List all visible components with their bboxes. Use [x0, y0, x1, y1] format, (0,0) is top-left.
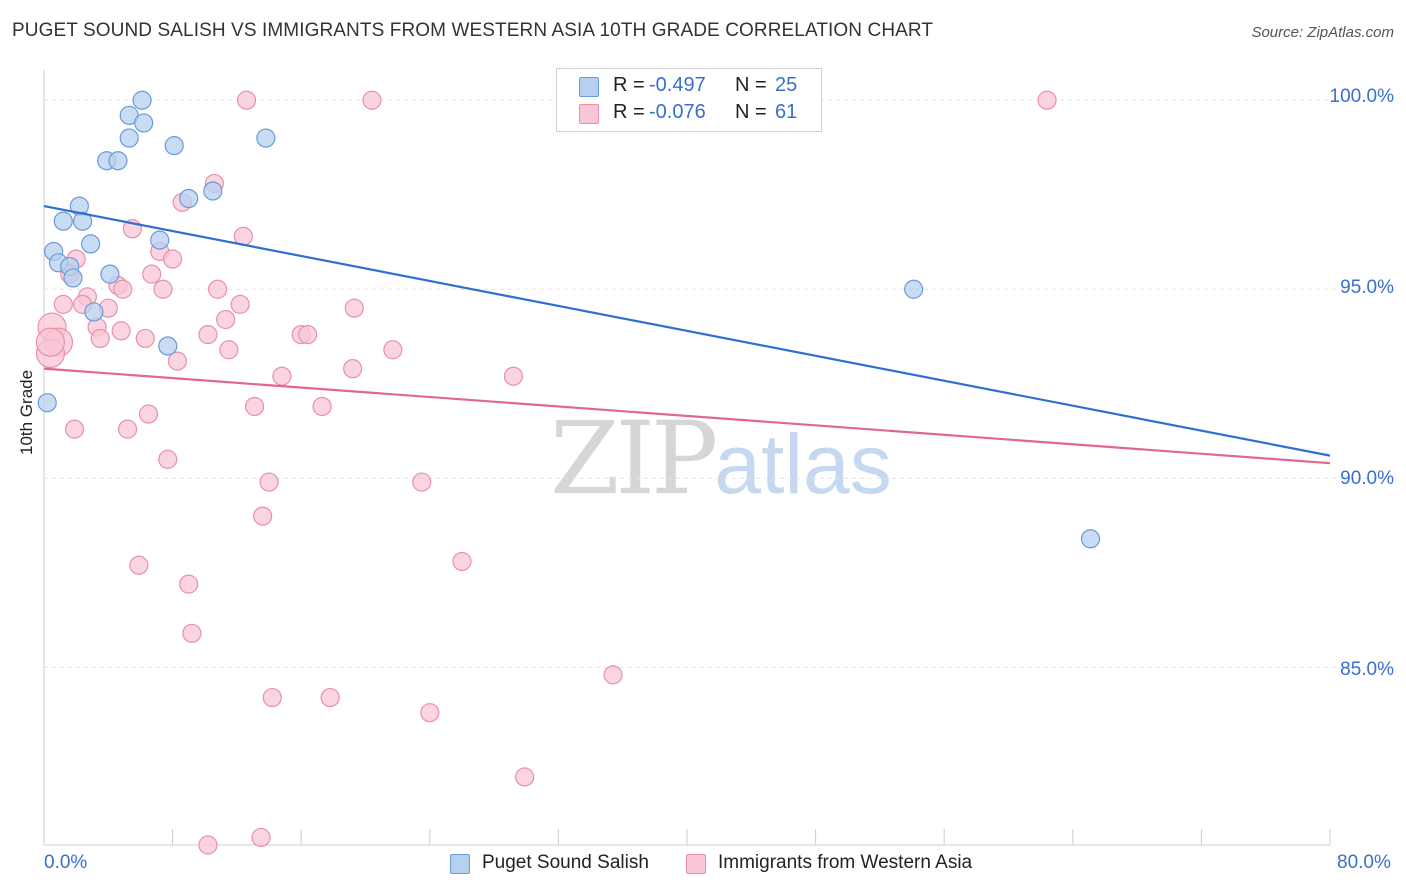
point-western-asia-21: [230, 294, 250, 314]
point-puget-14: [81, 234, 101, 254]
point-western-asia-58: [251, 827, 271, 848]
legend-n-value: 25: [775, 74, 798, 96]
legend-r-value: -0.497: [649, 74, 706, 96]
legend-swatch-pink: [579, 104, 599, 124]
point-western-asia-45: [158, 449, 178, 469]
point-western-asia-23: [216, 309, 236, 330]
point-western-asia-53: [603, 665, 623, 685]
point-puget-24: [1080, 529, 1101, 549]
point-western-asia-55: [320, 687, 340, 708]
point-western-asia-15: [208, 279, 228, 299]
point-western-asia-3: [1037, 90, 1057, 110]
point-puget-22: [37, 393, 57, 413]
stats-legend: R = -0.497 N = 25 R = -0.076 N = 61: [556, 68, 822, 132]
point-puget-8: [203, 181, 223, 201]
point-western-asia-43: [64, 419, 85, 439]
point-western-asia-9: [163, 249, 183, 269]
y-tick-label-85: 85.0%: [1340, 659, 1394, 680]
point-western-asia-59: [198, 835, 218, 855]
point-western-asia-12: [142, 264, 162, 284]
point-western-asia-50: [129, 555, 149, 575]
point-western-asia-40: [244, 396, 265, 417]
point-western-asia-14: [153, 279, 173, 299]
y-tick-label-100: 100.0%: [1329, 86, 1394, 107]
point-puget-13: [150, 230, 170, 250]
point-western-asia-34: [383, 340, 403, 360]
x-tick-label-max: 80.0%: [1337, 852, 1391, 873]
legend-label-western-asia: Immigrants from Western Asia: [718, 852, 973, 873]
legend-swatch-blue: [579, 77, 599, 97]
trend-line-puget: [43, 205, 1331, 457]
point-western-asia-39: [503, 366, 523, 386]
point-western-asia-49: [452, 551, 472, 572]
point-western-asia-17: [113, 279, 133, 299]
point-puget-18: [63, 268, 83, 288]
point-western-asia-46: [259, 472, 279, 492]
legend-n-label: N =: [735, 101, 767, 123]
y-tick-label-95: 95.0%: [1340, 277, 1394, 298]
point-western-asia-25: [111, 321, 131, 341]
y-tick-label-90: 90.0%: [1340, 468, 1394, 489]
point-western-asia-41: [312, 396, 332, 417]
point-western-asia-42: [138, 404, 159, 424]
source-label: Source: ZipAtlas.com: [1251, 24, 1394, 41]
point-western-asia-54: [262, 687, 282, 708]
legend-r-label: R =: [613, 101, 645, 123]
point-puget-9: [179, 188, 199, 209]
point-puget-4: [164, 136, 184, 156]
point-puget-5: [256, 128, 276, 148]
x-tick-label-min: 0.0%: [44, 852, 88, 873]
trend-line-western-asia: [43, 367, 1331, 465]
point-western-asia-31: [298, 325, 318, 345]
point-western-asia-18: [53, 294, 73, 314]
point-puget-0: [132, 90, 152, 110]
point-western-asia-1: [362, 90, 382, 110]
chart-title: PUGET SOUND SALISH VS IMMIGRANTS FROM WE…: [12, 20, 934, 41]
point-puget-23: [904, 279, 924, 299]
point-puget-21: [158, 336, 178, 356]
point-western-asia-33: [219, 340, 239, 360]
legend-r-value: -0.076: [649, 101, 706, 123]
point-western-asia-26: [198, 325, 218, 345]
legend-n-value: 61: [775, 101, 798, 123]
point-puget-19: [100, 264, 120, 284]
legend-swatch-pink: [686, 854, 706, 874]
point-puget-2: [134, 113, 154, 133]
point-western-asia-47: [412, 472, 432, 492]
point-western-asia-37: [343, 359, 363, 379]
point-puget-7: [108, 151, 128, 171]
point-puget-11: [53, 211, 73, 231]
watermark-atlas: atlas: [714, 417, 892, 511]
watermark-zip: ZIP: [550, 400, 718, 517]
legend-label-puget: Puget Sound Salish: [482, 852, 649, 873]
point-puget-3: [119, 128, 139, 148]
watermark: ZIPatlas: [550, 400, 892, 517]
point-western-asia-38: [272, 366, 292, 386]
point-puget-12: [72, 211, 93, 231]
legend-n-label: N =: [735, 74, 767, 96]
point-western-asia-27: [135, 328, 155, 349]
point-western-asia-44: [117, 419, 138, 439]
point-western-asia-22: [344, 298, 364, 318]
point-western-asia-52: [182, 623, 202, 643]
point-western-asia-36: [167, 351, 188, 371]
point-western-asia-57: [515, 767, 535, 787]
y-axis-label: 10th Grade: [17, 369, 36, 455]
legend-swatch-blue: [450, 854, 470, 874]
point-western-asia-0: [236, 90, 257, 110]
point-puget-20: [84, 302, 104, 322]
point-western-asia-48: [253, 506, 273, 526]
point-western-asia-60: [35, 327, 66, 357]
point-western-asia-56: [420, 703, 440, 723]
legend-r-label: R =: [613, 74, 645, 96]
point-western-asia-51: [179, 574, 199, 594]
point-western-asia-29: [90, 328, 110, 349]
